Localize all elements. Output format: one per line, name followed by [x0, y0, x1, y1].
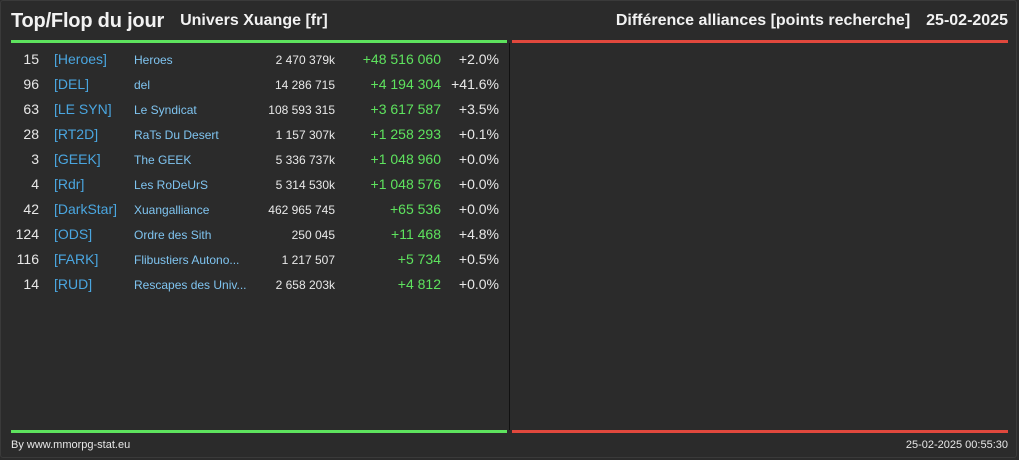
table-row: 116 [FARK] Flibustiers Autono... 1 217 5…	[11, 247, 507, 272]
alliance-name-link[interactable]: The GEEK	[134, 153, 192, 167]
points: 5 336 737k	[275, 153, 335, 167]
alliance-name-link[interactable]: Xuangalliance	[134, 203, 210, 217]
alliance-name-link[interactable]: Heroes	[134, 53, 173, 67]
universe-subtitle: Univers Xuange [fr]	[180, 12, 328, 29]
header: Top/Flop du jour Univers Xuange [fr] Dif…	[11, 7, 1008, 35]
alliance-name-link[interactable]: RaTs Du Desert	[134, 128, 219, 142]
table-row: 96 [DEL] del 14 286 715 +4 194 304 +41.6…	[11, 72, 507, 97]
difference: +11 468	[391, 226, 441, 242]
rank: 15	[23, 51, 39, 67]
percent-change: +0.0%	[458, 201, 499, 217]
percent-change: +0.0%	[458, 176, 499, 192]
percent-change: +3.5%	[458, 101, 499, 117]
points: 2 658 203k	[275, 278, 335, 292]
alliance-name-link[interactable]: del	[134, 78, 151, 92]
table-row: 15 [Heroes] Heroes 2 470 379k +48 516 06…	[11, 47, 507, 72]
top-bottom-bar	[11, 430, 507, 433]
alliance-tag-link[interactable]: [ODS]	[54, 226, 93, 242]
column-divider	[509, 43, 510, 430]
points: 1 157 307k	[275, 128, 335, 142]
table-row: 3 [GEEK] The GEEK 5 336 737k +1 048 960 …	[11, 147, 507, 172]
difference: +4 812	[397, 276, 441, 292]
top-list: 15 [Heroes] Heroes 2 470 379k +48 516 06…	[11, 47, 507, 297]
rank: 28	[23, 126, 39, 142]
page-title: Top/Flop du jour	[11, 9, 165, 32]
difference: +1 048 576	[370, 176, 441, 192]
points: 462 965 745	[268, 203, 335, 217]
alliance-name-link[interactable]: Le Syndicat	[134, 103, 197, 117]
difference: +48 516 060	[362, 51, 441, 67]
table-row: 4 [Rdr] Les RoDeUrS 5 314 530k +1 048 57…	[11, 172, 507, 197]
rank: 116	[16, 251, 39, 267]
table-row: 42 [DarkStar] Xuangalliance 462 965 745 …	[11, 197, 507, 222]
percent-change: +0.5%	[458, 251, 499, 267]
rank: 3	[31, 151, 39, 167]
alliance-tag-link[interactable]: [LE SYN]	[54, 101, 112, 117]
rank: 96	[23, 76, 39, 92]
points: 1 217 507	[281, 253, 335, 267]
ranking-title: Différence alliances [points recherche]	[615, 12, 911, 29]
rank: 14	[23, 276, 39, 292]
difference: +1 048 960	[370, 151, 441, 167]
alliance-name-link[interactable]: Flibustiers Autono...	[134, 253, 240, 267]
points: 5 314 530k	[275, 178, 335, 192]
table-row: 63 [LE SYN] Le Syndicat 108 593 315 +3 6…	[11, 97, 507, 122]
rank: 42	[23, 201, 39, 217]
flop-accent-bar	[512, 40, 1008, 43]
percent-change: +41.6%	[451, 76, 499, 92]
rank: 124	[15, 226, 39, 242]
top-accent-bar	[11, 40, 507, 43]
difference: +65 536	[390, 201, 441, 217]
difference: +4 194 304	[370, 76, 441, 92]
points: 14 286 715	[274, 78, 335, 92]
generated-timestamp: 25-02-2025 00:55:30	[905, 439, 1008, 451]
percent-change: +2.0%	[458, 51, 499, 67]
table-row: 14 [RUD] Rescapes des Univ... 2 658 203k…	[11, 272, 507, 297]
percent-change: +0.0%	[458, 151, 499, 167]
alliance-name-link[interactable]: Ordre des Sith	[134, 228, 212, 242]
percent-change: +4.8%	[458, 226, 499, 242]
table-row: 28 [RT2D] RaTs Du Desert 1 157 307k +1 2…	[11, 122, 507, 147]
difference: +5 734	[397, 251, 441, 267]
alliance-tag-link[interactable]: [Heroes]	[54, 51, 107, 67]
difference: +3 617 587	[370, 101, 441, 117]
percent-change: +0.0%	[458, 276, 499, 292]
alliance-tag-link[interactable]: [DarkStar]	[54, 201, 118, 217]
rank: 4	[31, 176, 39, 192]
points: 108 593 315	[268, 103, 335, 117]
alliance-name-link[interactable]: Les RoDeUrS	[134, 178, 209, 192]
alliance-tag-link[interactable]: [FARK]	[54, 251, 99, 267]
points: 250 045	[291, 228, 335, 242]
difference: +1 258 293	[370, 126, 441, 142]
alliance-tag-link[interactable]: [RUD]	[54, 276, 93, 292]
site-credit-link[interactable]: By www.mmorpg-stat.eu	[11, 439, 131, 451]
table-row: 124 [ODS] Ordre des Sith 250 045 +11 468…	[11, 222, 507, 247]
alliance-tag-link[interactable]: [GEEK]	[54, 151, 101, 167]
rank: 63	[23, 101, 39, 117]
flop-bottom-bar	[512, 430, 1008, 433]
alliance-tag-link[interactable]: [RT2D]	[54, 126, 99, 142]
points: 2 470 379k	[275, 53, 335, 67]
alliance-tag-link[interactable]: [DEL]	[54, 76, 90, 92]
alliance-name-link[interactable]: Rescapes des Univ...	[134, 278, 247, 292]
alliance-tag-link[interactable]: [Rdr]	[54, 176, 85, 192]
percent-change: +0.1%	[458, 126, 499, 142]
header-date: 25-02-2025	[926, 12, 1008, 29]
